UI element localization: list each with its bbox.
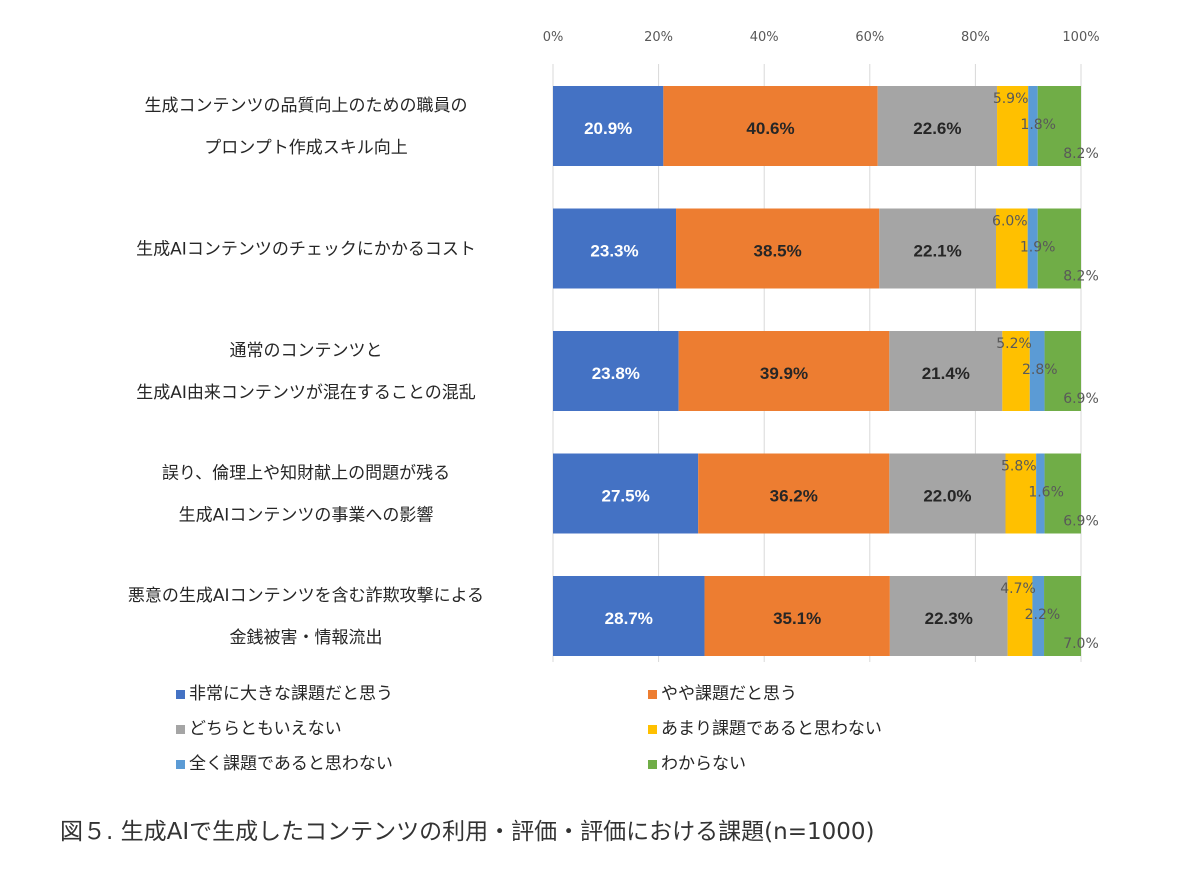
data-label: 22.1%: [914, 242, 962, 261]
data-label: 7.0%: [1063, 636, 1099, 652]
legend-swatch: [648, 760, 657, 769]
data-label: 2.2%: [1025, 607, 1061, 623]
x-tick-label: 80%: [961, 30, 990, 45]
legend-swatch: [648, 690, 657, 699]
category-label: 通常のコンテンツと: [230, 341, 383, 361]
data-label: 21.4%: [922, 364, 970, 383]
legend-swatch: [176, 725, 185, 734]
bar-segment: [678, 331, 890, 411]
bar-segment: [1029, 331, 1045, 411]
bar-segment: [1032, 576, 1045, 656]
bar-segment: [1028, 86, 1038, 166]
bar-segment: [997, 86, 1029, 166]
bar-segment: [676, 208, 880, 289]
bar-segment: [553, 453, 699, 534]
bar-segment: [879, 208, 996, 289]
data-label: 1.8%: [1020, 117, 1056, 133]
legend-label: わからない: [661, 754, 746, 774]
stacked-bar-chart: 0% 20% 40% 60% 80% 100% 生成コンテンツの品質向上のための職員のプロン…: [128, 30, 1100, 774]
data-label: 23.8%: [592, 364, 640, 383]
x-tick-label: 20%: [644, 30, 673, 45]
data-label: 5.8%: [1001, 459, 1037, 475]
data-label: 8.2%: [1063, 146, 1099, 162]
bar-segment: [1037, 86, 1081, 166]
bar-segment: [663, 86, 878, 166]
data-label: 28.7%: [605, 609, 653, 628]
bar-segment: [698, 453, 890, 534]
bar-segment: [889, 453, 1006, 534]
bar-segment: [1005, 453, 1037, 534]
bar-segment: [889, 331, 1003, 411]
data-label: 6.9%: [1063, 391, 1099, 407]
data-label: 22.3%: [925, 609, 973, 628]
data-label: 1.9%: [1020, 240, 1056, 256]
bar-segment: [553, 208, 677, 289]
bar-segment: [553, 576, 705, 656]
x-tick-label: 60%: [855, 30, 884, 45]
data-label: 20.9%: [584, 119, 632, 138]
legend-swatch: [176, 690, 185, 699]
legend-label: 全く課題であると思わない: [189, 754, 393, 774]
bar-segment: [553, 331, 679, 411]
bar-segment: [1036, 453, 1045, 534]
bar-segment: [1002, 331, 1030, 411]
category-label: 誤り、倫理上や知財献上の問題が残る: [162, 464, 450, 484]
data-label: 8.2%: [1063, 269, 1099, 285]
data-label: 22.6%: [913, 119, 961, 138]
bar-segment: [553, 86, 664, 166]
data-label: 1.6%: [1028, 485, 1064, 501]
legend-label: あまり課題であると思わない: [661, 719, 882, 739]
category-label: 生成AIコンテンツのチェックにかかるコスト: [136, 240, 476, 260]
bar-segment: [1044, 331, 1081, 411]
category-label: 生成AI由来コンテンツが混在することの混乱: [136, 383, 475, 403]
data-label: 4.7%: [1000, 581, 1036, 597]
category-label: 金銭被害・情報流出: [230, 628, 383, 648]
data-label: 5.2%: [996, 336, 1032, 352]
category-label: 生成AIコンテンツの事業への影響: [179, 506, 434, 526]
data-label: 6.0%: [992, 214, 1028, 230]
data-label: 38.5%: [754, 242, 802, 261]
legend-swatch: [648, 725, 657, 734]
data-label: 2.8%: [1022, 362, 1058, 378]
data-label: 22.0%: [923, 487, 971, 506]
bar-segment: [1037, 208, 1081, 289]
legend-label: どちらともいえない: [189, 719, 342, 739]
data-label: 27.5%: [601, 487, 649, 506]
legend-swatch: [176, 760, 185, 769]
bar-segment: [877, 86, 998, 166]
legend-label: 非常に大きな課題だと思う: [189, 684, 393, 704]
x-tick-label: 40%: [750, 30, 779, 45]
bar-segment: [1044, 576, 1081, 656]
data-label: 36.2%: [770, 487, 818, 506]
data-label: 6.9%: [1063, 514, 1099, 530]
data-label: 35.1%: [773, 609, 821, 628]
x-tick-label: 100%: [1062, 30, 1099, 45]
bar-segment: [889, 576, 1008, 656]
legend-label: やや課題だと思う: [661, 684, 797, 704]
bar-segment: [1027, 208, 1038, 289]
category-label: プロンプト作成スキル向上: [204, 138, 408, 158]
bar-segment: [995, 208, 1028, 289]
category-label: 悪意の生成AIコンテンツを含む詐欺攻撃による: [128, 586, 484, 606]
bar-segment: [1007, 576, 1033, 656]
bar-segment: [704, 576, 890, 656]
category-label: 生成コンテンツの品質向上のための職員の: [145, 96, 468, 116]
data-label: 40.6%: [746, 119, 794, 138]
bar-segment: [1044, 453, 1081, 534]
data-label: 23.3%: [590, 242, 638, 261]
data-label: 39.9%: [760, 364, 808, 383]
data-label: 5.9%: [993, 91, 1029, 107]
x-tick-label: 0%: [543, 30, 564, 45]
figure-caption: 図５. 生成AIで生成したコンテンツの利用・評価・評価における課題(n=1000…: [60, 819, 875, 845]
